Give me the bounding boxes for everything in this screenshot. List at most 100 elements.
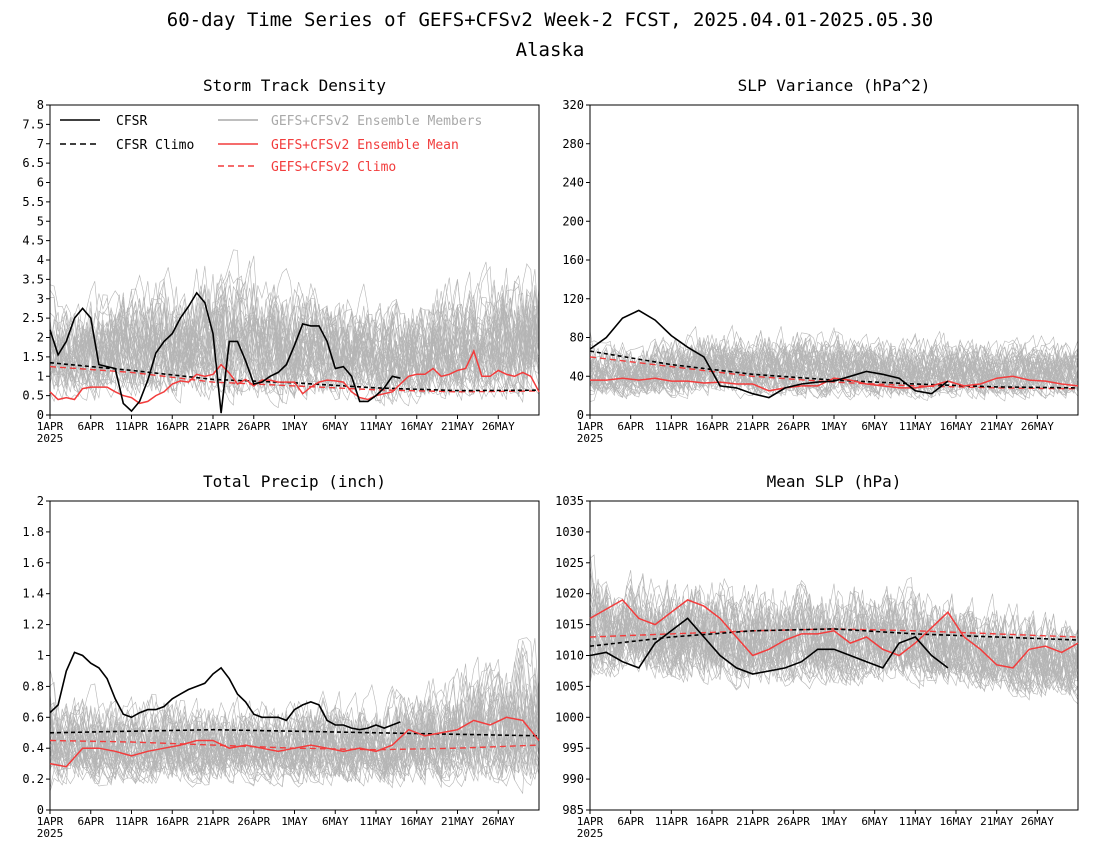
panel-slp-variance: SLP Variance (hPa^2) 0 40 80 120 160 200 240 280…: [562, 76, 1079, 445]
x-tick-label: 11MAY: [899, 815, 932, 828]
y-tick-label: 7: [37, 137, 44, 151]
y-tick-label: 5: [37, 214, 44, 228]
x-tick-label: 21MAY: [980, 420, 1013, 433]
y-tick-label: 1015: [555, 618, 584, 632]
y-tick-label: 0: [577, 408, 584, 422]
member-line: [589, 573, 1079, 701]
x-tick-label: 26APR: [237, 815, 270, 828]
member-line: [49, 662, 540, 789]
x-tick-label: 21APR: [736, 420, 769, 433]
x-tick-label: 26APR: [237, 420, 270, 433]
panel-mean-slp: Mean SLP (hPa) 985 990 995 1000 1005 1010 1015 1…: [555, 472, 1079, 840]
y-tick-label: 80: [570, 331, 584, 345]
y-tick-label: 3: [37, 292, 44, 306]
member-line: [589, 590, 1079, 692]
y-tick-label: 1010: [555, 649, 584, 663]
x-tick-label: 11APR: [655, 815, 688, 828]
panel-title-total-precip: Total Precip (inch): [203, 472, 386, 491]
x-year-label: 2025: [577, 432, 604, 445]
series-cfsr-total-precip: [49, 651, 401, 731]
x-tick-label: 1MAY: [281, 420, 308, 433]
x-tick-label: 6APR: [617, 815, 644, 828]
x-tick-label: 21APR: [736, 815, 769, 828]
series-cfsr-climo-total-precip: [49, 728, 540, 737]
x-tick-label: 16MAY: [939, 420, 972, 433]
x-tick-label: 26MAY: [482, 420, 515, 433]
y-tick-label: 1020: [555, 587, 584, 601]
member-line: [589, 585, 1079, 692]
member-line: [49, 265, 540, 399]
x-tick-label: 6MAY: [322, 420, 349, 433]
member-line: [589, 332, 1079, 394]
y-tick-label: 4: [37, 253, 44, 267]
y-tick-label: 280: [562, 137, 584, 151]
y-tick-label: 5.5: [22, 195, 44, 209]
x-tick-label: 21MAY: [980, 815, 1013, 828]
x-tick-label: 21APR: [196, 420, 229, 433]
x-tick-label: 11MAY: [899, 420, 932, 433]
panel-title-slp-variance: SLP Variance (hPa^2): [738, 76, 931, 95]
x-tick-label: 26APR: [777, 815, 810, 828]
series-cfsr-climo-mean-slp: [589, 628, 1079, 647]
legend-members-label: GEFS+CFSv2 Ensemble Members: [271, 114, 482, 129]
x-tick-label: 16MAY: [400, 815, 433, 828]
y-tick-label: 990: [562, 772, 584, 786]
member-line: [49, 296, 540, 396]
legend-ens-mean-label: GEFS+CFSv2 Ensemble Mean: [271, 138, 459, 153]
member-line: [49, 288, 540, 407]
member-line: [589, 330, 1079, 400]
member-line: [49, 290, 540, 398]
y-tick-label: 1035: [555, 494, 584, 508]
series-ens-mean-total-precip: [49, 716, 540, 768]
panel-title-mean-slp: Mean SLP (hPa): [767, 472, 902, 491]
panel-title-storm-track-density: Storm Track Density: [203, 76, 386, 95]
series-ens-mean-mean-slp: [589, 598, 1079, 669]
x-tick-label: 21MAY: [441, 420, 474, 433]
x-tick-label: 6APR: [617, 420, 644, 433]
y-tick-label: 1000: [555, 710, 584, 724]
member-line: [589, 335, 1079, 400]
y-tick-label: 200: [562, 214, 584, 228]
series-ens-mean-slp-variance: [590, 375, 1079, 392]
y-tick-label: 120: [562, 292, 584, 306]
x-year-label: 2025: [577, 827, 604, 840]
member-line: [589, 332, 1079, 402]
y-tick-label: 1.4: [22, 587, 44, 601]
x-year-label: 2025: [37, 432, 64, 445]
y-tick-label: 160: [562, 253, 584, 267]
x-tick-label: 26APR: [777, 420, 810, 433]
y-tick-label: 0: [37, 408, 44, 422]
y-tick-label: 1.8: [22, 525, 44, 539]
x-tick-label: 11MAY: [359, 815, 392, 828]
y-tick-label: 0.8: [22, 679, 44, 693]
member-line: [589, 552, 1079, 692]
x-tick-label: 26MAY: [482, 815, 515, 828]
figure-subtitle: Alaska: [516, 39, 585, 61]
figure-title: 60-day Time Series of GEFS+CFSv2 Week-2 …: [167, 9, 933, 31]
y-tick-label: 0.2: [22, 772, 44, 786]
member-line: [589, 339, 1079, 396]
y-tick-label: 0: [37, 803, 44, 817]
member-line: [49, 268, 540, 398]
y-tick-label: 240: [562, 176, 584, 190]
x-tick-label: 6MAY: [861, 420, 888, 433]
x-tick-label: 16MAY: [939, 815, 972, 828]
members-mean-slp: [589, 552, 1079, 705]
member-line: [49, 274, 540, 395]
y-tick-label: 0.6: [22, 710, 44, 724]
y-tick-label: 1030: [555, 525, 584, 539]
x-tick-label: 26MAY: [1021, 420, 1054, 433]
y-tick-label: 2: [37, 331, 44, 345]
member-line: [589, 338, 1079, 398]
member-line: [589, 588, 1079, 694]
panel-total-precip: Total Precip (inch) 0 0.2 0.4 0.6 0.8 1 1.2 1.4 1…: [22, 472, 540, 840]
series-ens-mean-storm-track-density: [49, 349, 540, 405]
series-gefs-climo-mean-slp: [589, 628, 1079, 638]
x-tick-label: 1APR: [37, 815, 64, 828]
member-line: [589, 326, 1079, 399]
x-tick-label: 11APR: [655, 420, 688, 433]
y-tick-label: 1005: [555, 679, 584, 693]
members-slp-variance: [589, 324, 1079, 402]
y-tick-label: 1.5: [22, 350, 44, 364]
